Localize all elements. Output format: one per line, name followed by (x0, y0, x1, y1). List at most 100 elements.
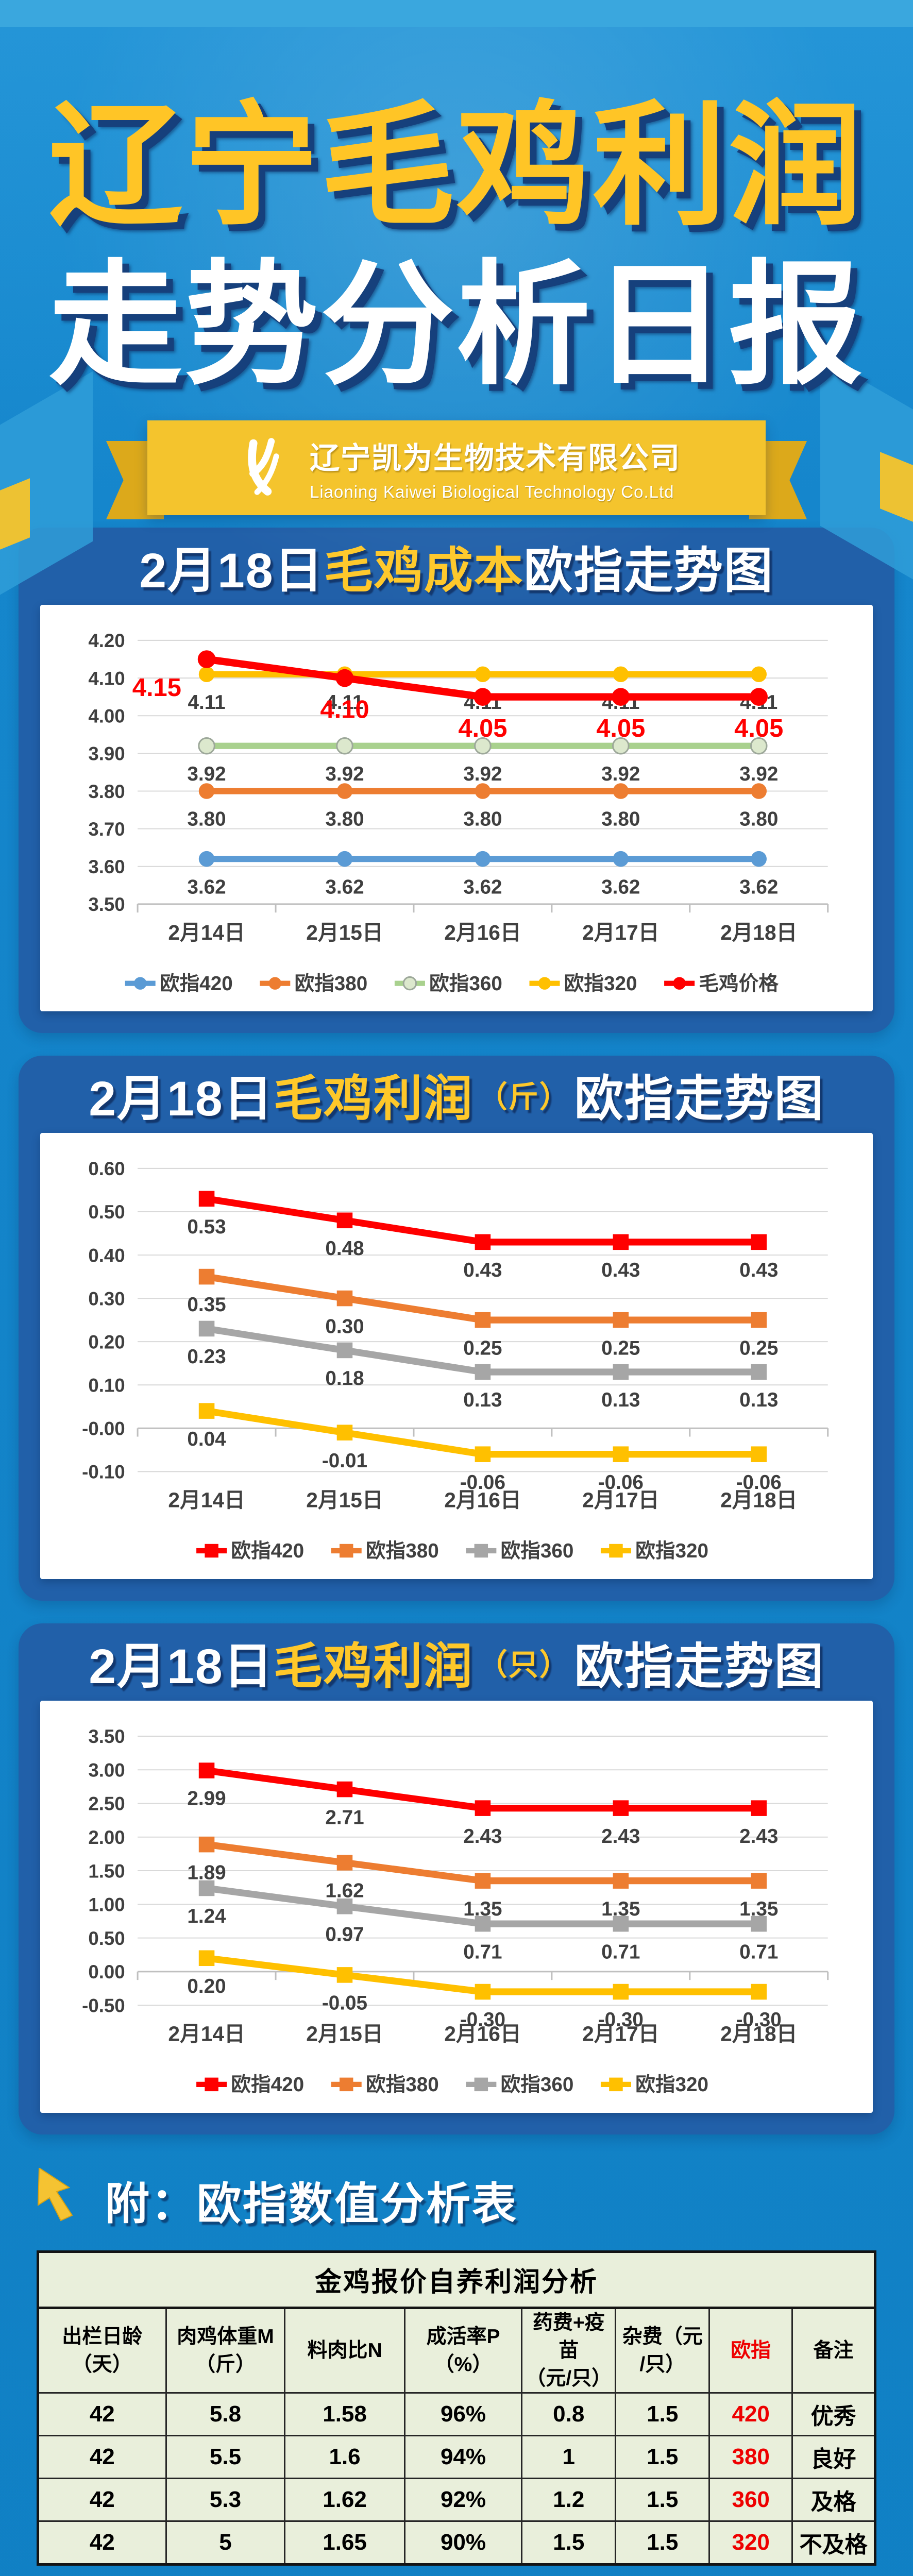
table-row: 42 5.3 1.62 92% 1.2 1.5 360 及格 (37, 2478, 876, 2522)
y-tick-label: 2.00 (88, 1827, 125, 1848)
data-point (336, 1425, 353, 1441)
y-tick-label: 0.60 (88, 1159, 125, 1180)
table-cell: 0.8 (521, 2392, 617, 2437)
legend-item: 欧指420 (196, 1540, 304, 1563)
data-label: 0.43 (601, 1259, 640, 1281)
x-tick-label: 2月17日 (582, 921, 659, 944)
series-欧指360: 3.92 3.92 3.92 3.92 3.92 (187, 737, 778, 785)
main-title-line1: 辽宁毛鸡利润 (48, 92, 865, 241)
legend-label: 欧指360 (501, 2074, 574, 2096)
data-point (475, 1446, 491, 1463)
table-cell: 42 (37, 2392, 167, 2437)
data-label: 0.43 (463, 1259, 502, 1281)
data-point (198, 1762, 215, 1779)
table-header-cell: 欧指 (708, 2307, 793, 2394)
table-cell: 90% (403, 2520, 523, 2566)
data-point (198, 737, 215, 755)
data-point (613, 1800, 629, 1817)
table-cell: 1.5 (615, 2435, 711, 2480)
left-yellow-deco (0, 478, 30, 550)
legend-label: 欧指360 (501, 1540, 574, 1563)
data-label: 3.62 (463, 876, 502, 898)
data-label: 3.62 (325, 876, 364, 898)
analysis-section-header: 附：欧指数值分析表 (36, 2167, 913, 2232)
section-title-date: 2月18日 (89, 1071, 274, 1126)
data-label: 2.43 (601, 1825, 640, 1848)
y-tick-label: 3.70 (88, 819, 125, 840)
y-tick-label: -0.50 (82, 1995, 125, 2016)
table-cell: 5.5 (165, 2435, 286, 2480)
data-label: 3.80 (463, 808, 502, 831)
legend-label: 欧指380 (294, 973, 367, 995)
data-label: 4.15 (132, 674, 181, 702)
data-label: 0.25 (601, 1337, 640, 1360)
legend-item: 欧指420 (125, 973, 233, 995)
data-point (475, 1800, 491, 1817)
table-cell: 5.3 (165, 2478, 286, 2522)
company-name-cn: 辽宁凯为生物技术有限公司 (309, 442, 681, 475)
legend-item: 欧指420 (196, 2074, 304, 2096)
data-point (475, 1234, 491, 1250)
x-tick-label: 2月18日 (720, 2022, 797, 2046)
data-point (198, 1321, 215, 1337)
data-label: 0.23 (187, 1346, 226, 1368)
company-logo-icon (232, 436, 294, 500)
table-cell: 1.58 (284, 2392, 405, 2437)
data-point (336, 1343, 353, 1359)
series-欧指360: 0.23 0.18 0.13 0.13 0.13 (187, 1321, 778, 1412)
data-point (336, 1855, 353, 1871)
section-title-profit-jin: 2月18日 毛鸡利润 （斤） 欧指走势图 (19, 1056, 894, 1133)
data-point (751, 1446, 767, 1463)
legend-label: 欧指380 (366, 2074, 439, 2096)
table-title: 金鸡报价自养利润分析 (37, 2250, 876, 2309)
table-cell: 1.5 (615, 2478, 711, 2522)
legend-item: 欧指380 (260, 973, 367, 995)
data-label: 0.53 (187, 1216, 226, 1238)
data-label: 2.43 (739, 1825, 778, 1848)
data-label: 0.20 (187, 1975, 226, 1997)
y-tick-label: 4.10 (88, 668, 125, 689)
x-tick-label: 2月15日 (306, 921, 383, 944)
section-title-cost: 2月18日 毛鸡成本 欧指走势图 (19, 528, 894, 605)
data-label: 0.30 (325, 1316, 364, 1338)
data-point (197, 650, 216, 668)
data-label: 4.05 (596, 715, 645, 742)
table-cell: 320 (708, 2520, 793, 2566)
data-point (475, 851, 491, 867)
data-label: 0.18 (325, 1368, 364, 1390)
data-label: 0.71 (601, 1941, 640, 1963)
series-欧指380: 3.80 3.80 3.80 3.80 3.80 (187, 783, 778, 831)
section-cost-chart: 2月18日 毛鸡成本 欧指走势图 4.20 4.10 4.00 3.90 3.80 3.70 3… (19, 528, 894, 1033)
y-tick-label: 0.10 (88, 1375, 125, 1396)
series-欧指420: 0.53 0.48 0.43 0.43 0.43 (187, 1191, 778, 1281)
data-point (751, 783, 767, 799)
table-cell: 1 (521, 2435, 617, 2480)
data-point (750, 737, 768, 755)
table-header-cell: 药费+疫苗 （元/只） (521, 2307, 617, 2394)
series-欧指420: 3.62 3.62 3.62 3.62 3.62 (187, 851, 778, 898)
data-point (198, 1880, 215, 1896)
data-point (613, 1873, 629, 1889)
main-title-line2: 走势分析日报 (48, 251, 865, 400)
data-point (613, 1234, 629, 1250)
data-label: 2.43 (463, 1825, 502, 1848)
section-title-date: 2月18日 (139, 543, 324, 598)
data-label: 3.62 (739, 876, 778, 898)
ribbon-body: 辽宁凯为生物技术有限公司 Liaoning Kaiwei Biological … (147, 420, 766, 515)
legend-item: 欧指380 (331, 1540, 439, 1563)
data-label: 3.80 (601, 808, 640, 831)
legend-label: 欧指380 (366, 1540, 439, 1563)
data-point (612, 688, 630, 706)
section-profit-per-bird-chart: 2月18日 毛鸡利润 （只） 欧指走势图 3.50 3.00 2.50 2.00 1.50 1.… (19, 1623, 894, 2134)
y-tick-label: 3.50 (88, 894, 125, 915)
data-point (613, 1446, 629, 1463)
data-point (198, 1191, 215, 1207)
y-tick-label: 1.50 (88, 1861, 125, 1882)
x-tick-label: 2月17日 (582, 1488, 659, 1512)
data-point (336, 851, 353, 867)
table-header-cell: 出栏日龄 （天） (37, 2307, 167, 2394)
data-label: 3.92 (601, 763, 640, 785)
data-label: 3.80 (325, 808, 364, 831)
data-label: -0.06 (460, 1471, 505, 1494)
data-point (475, 1312, 491, 1328)
